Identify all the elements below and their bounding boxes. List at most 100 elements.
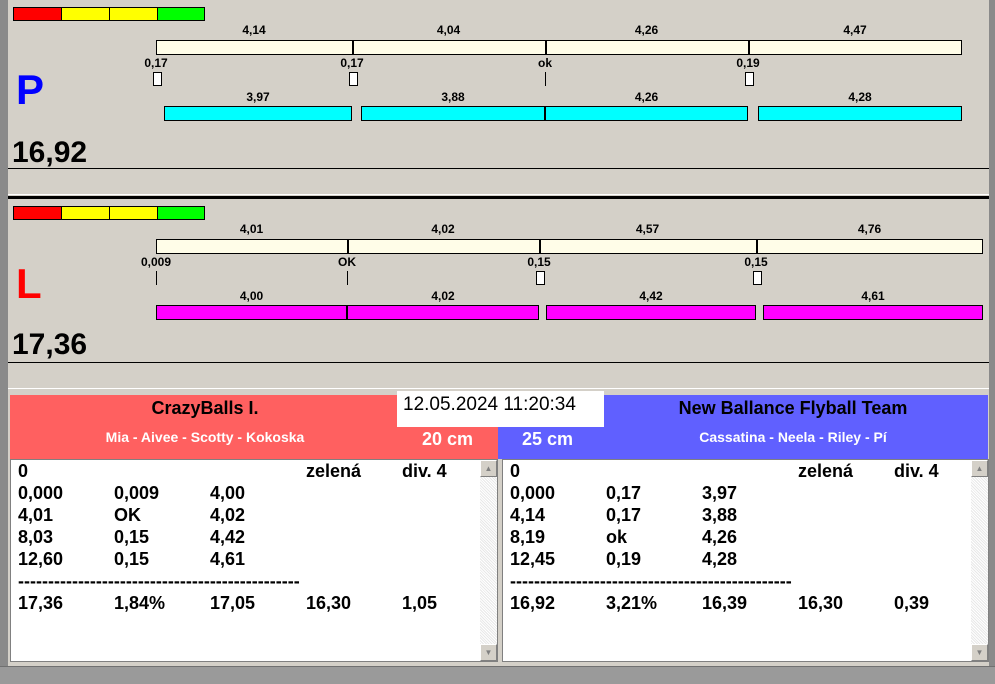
list-cell: 17,05 xyxy=(210,593,256,613)
list-cell: 0 xyxy=(18,461,29,481)
lane-progress-strip xyxy=(8,168,989,195)
list-cell: 0,15 xyxy=(114,549,150,569)
scroll-up-arrow-icon[interactable]: ▲ xyxy=(971,460,988,477)
run-label: 4,00 xyxy=(239,289,264,303)
list-cell: div. 4 xyxy=(402,461,447,481)
split-label: 4,14 xyxy=(242,23,266,37)
left-results-list[interactable]: 0 zelená div. 4 0,000 0,009 4,00 4,01 OK 4,02 8,0… xyxy=(10,459,498,662)
list-cell: div. 4 xyxy=(894,461,939,481)
reaction-tick xyxy=(347,271,348,285)
run-label: 3,97 xyxy=(246,90,270,104)
split-divider xyxy=(545,40,547,55)
list-cell: 17,36 xyxy=(18,593,64,613)
scrollbar[interactable]: ▲ ▼ xyxy=(971,460,988,661)
lane-total-time: 17,36 xyxy=(12,328,88,361)
run-label: 4,42 xyxy=(639,289,663,303)
split-divider xyxy=(352,40,354,55)
reaction-label: OK xyxy=(338,255,356,269)
right-team-members: Cassatina - Neela - Riley - Pí xyxy=(699,429,887,445)
reaction-label: 0,009 xyxy=(140,255,172,269)
run-label: 3,88 xyxy=(441,90,465,104)
reaction-marker xyxy=(753,271,762,285)
run-label: 4,28 xyxy=(848,90,872,104)
run-bar xyxy=(164,106,352,121)
reaction-label: 0,15 xyxy=(527,255,551,269)
reaction-marker xyxy=(349,72,358,86)
lane-panel xyxy=(8,0,989,196)
scroll-down-arrow-icon[interactable]: ▼ xyxy=(971,644,988,661)
split-divider xyxy=(748,40,750,55)
reaction-tick xyxy=(545,72,546,86)
list-cell: 4,01 xyxy=(18,505,54,525)
list-cell: 16,30 xyxy=(798,593,844,613)
list-cell: 16,39 xyxy=(702,593,748,613)
lane-letter: P xyxy=(16,66,45,113)
list-cell: zelená xyxy=(798,461,854,481)
reaction-tick xyxy=(156,271,157,285)
list-cell: 8,19 xyxy=(510,527,546,547)
light-segment xyxy=(13,7,62,21)
list-cell: 4,02 xyxy=(210,505,246,525)
right-results-list[interactable]: 0 zelená div. 4 0,000 0,17 3,97 4,14 0,17 3,88 8,… xyxy=(502,459,989,662)
left-team-name: CrazyBalls I. xyxy=(151,398,259,418)
reaction-label: ok xyxy=(537,56,553,70)
list-cell: 16,30 xyxy=(306,593,352,613)
reaction-label: 0,15 xyxy=(744,255,768,269)
reaction-label: 0,17 xyxy=(144,56,168,70)
split-label: 4,01 xyxy=(239,222,264,236)
run-bar xyxy=(758,106,962,121)
list-cell: 8,03 xyxy=(18,527,54,547)
list-cell: ----------------------------------------… xyxy=(18,571,300,591)
split-label: 4,57 xyxy=(635,222,660,236)
right-team-name: New Ballance Flyball Team xyxy=(678,398,908,418)
list-cell: 4,42 xyxy=(210,527,246,547)
right-team-height: 25 cm xyxy=(522,429,574,449)
left-team-height: 20 cm xyxy=(422,429,474,449)
reaction-marker xyxy=(153,72,162,86)
list-cell: 0,009 xyxy=(114,483,160,503)
list-cell: ----------------------------------------… xyxy=(510,571,792,591)
list-cell: 4,26 xyxy=(702,527,738,547)
run-bar xyxy=(361,106,545,121)
list-cell: 0,15 xyxy=(114,527,150,547)
light-segment xyxy=(61,206,110,220)
light-segment xyxy=(157,206,205,220)
lane-panel xyxy=(8,199,989,391)
list-cell: 0,17 xyxy=(606,505,642,525)
list-cell: 0,000 xyxy=(18,483,64,503)
list-cell: 4,61 xyxy=(210,549,246,569)
list-cell: 1,05 xyxy=(402,593,438,613)
list-cell: 4,14 xyxy=(510,505,546,525)
left-team-members: Mia - Aivee - Scotty - Kokoska xyxy=(105,429,305,445)
run-bar xyxy=(763,305,983,320)
split-bar xyxy=(156,239,983,254)
lane-total-time: 16,92 xyxy=(12,136,88,169)
list-cell: 0,39 xyxy=(894,593,930,613)
list-cell: ok xyxy=(606,527,628,547)
list-cell: zelená xyxy=(306,461,362,481)
run-label: 4,26 xyxy=(634,90,659,104)
reaction-label: 0,17 xyxy=(340,56,364,70)
list-cell: 0,17 xyxy=(606,483,642,503)
list-cell: 4,28 xyxy=(702,549,738,569)
scroll-down-arrow-icon[interactable]: ▼ xyxy=(480,644,497,661)
list-cell: 0,19 xyxy=(606,549,642,569)
split-label: 4,02 xyxy=(431,222,455,236)
run-label: 4,61 xyxy=(861,289,885,303)
reaction-marker xyxy=(745,72,754,86)
list-cell: OK xyxy=(114,505,141,525)
light-segment xyxy=(13,206,62,220)
reaction-marker xyxy=(536,271,545,285)
split-divider xyxy=(756,239,758,254)
list-cell: 16,92 xyxy=(510,593,556,613)
lane-letter: L xyxy=(16,260,42,307)
scroll-up-arrow-icon[interactable]: ▲ xyxy=(480,460,497,477)
scrollbar[interactable]: ▲ ▼ xyxy=(480,460,497,661)
list-cell: 0,000 xyxy=(510,483,556,503)
light-segment xyxy=(157,7,205,21)
run-bar xyxy=(156,305,347,320)
list-cell: 12,45 xyxy=(510,549,556,569)
split-divider xyxy=(347,239,349,254)
lane-progress-strip xyxy=(8,362,989,389)
